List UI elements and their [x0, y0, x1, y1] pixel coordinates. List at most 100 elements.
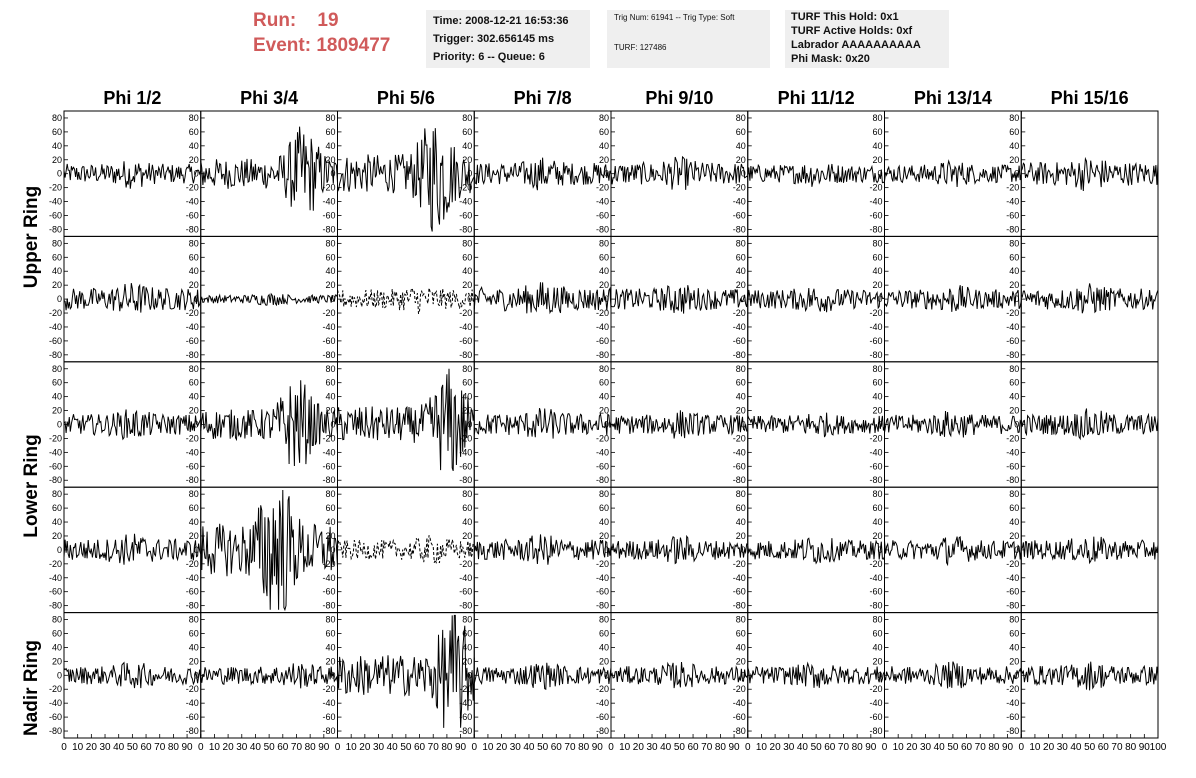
y-tick-label: -60	[322, 211, 335, 221]
y-tick-label: -60	[459, 587, 472, 597]
y-tick-label: -40	[322, 322, 335, 332]
y-tick-label: 40	[462, 642, 472, 652]
y-tick-label: 0	[57, 545, 62, 555]
y-tick-label: -80	[49, 224, 62, 234]
y-tick-label: 60	[736, 252, 746, 262]
y-tick-label: -60	[459, 336, 472, 346]
y-tick-label: 80	[462, 113, 472, 123]
y-tick-label: 40	[736, 392, 746, 402]
waveform-trace	[63, 283, 202, 313]
y-tick-label: 20	[736, 280, 746, 290]
y-tick-label: 80	[325, 238, 335, 248]
y-tick-label: 0	[604, 169, 609, 179]
x-tick-label: 20	[86, 742, 98, 753]
y-tick-label: 0	[1014, 545, 1019, 555]
waveform-trace	[200, 380, 338, 467]
y-tick-label: 60	[872, 127, 882, 137]
y-tick-label: 0	[604, 670, 609, 680]
event-label: Event:	[253, 35, 312, 56]
y-tick-label: 80	[325, 615, 335, 625]
x-tick-label: 30	[1057, 742, 1069, 753]
y-tick-label: 60	[599, 629, 609, 639]
y-tick-label: 80	[599, 615, 609, 625]
y-tick-label: 80	[325, 113, 335, 123]
y-tick-label: 40	[736, 141, 746, 151]
y-tick-label: -60	[733, 587, 746, 597]
y-tick-label: 80	[189, 238, 199, 248]
y-tick-label: 60	[872, 503, 882, 513]
y-tick-label: 80	[189, 615, 199, 625]
x-tick-label: 90	[865, 742, 877, 753]
x-tick-label: 40	[113, 742, 125, 753]
waveform-trace	[747, 287, 885, 313]
y-tick-label: -20	[1006, 308, 1019, 318]
y-tick-label: 20	[462, 155, 472, 165]
y-tick-label: 20	[462, 531, 472, 541]
waveform-trace	[200, 663, 338, 689]
y-tick-label: -20	[596, 559, 609, 569]
waveform-trace	[610, 534, 749, 565]
y-tick-label: -20	[322, 433, 335, 443]
x-tick-label: 0	[745, 742, 751, 753]
x-tick-label: 40	[660, 742, 672, 753]
y-tick-label: -80	[1006, 601, 1019, 611]
y-tick-label: 20	[189, 280, 199, 290]
y-tick-label: -80	[459, 475, 472, 485]
y-tick-label: -20	[186, 433, 199, 443]
y-tick-label: -80	[459, 601, 472, 611]
x-tick-label: 10	[72, 742, 84, 753]
x-tick-label: 90	[729, 742, 741, 753]
y-tick-label: 80	[1009, 615, 1019, 625]
y-tick-label: 80	[52, 615, 62, 625]
y-tick-label: 40	[736, 266, 746, 276]
y-tick-label: 40	[52, 266, 62, 276]
y-tick-label: 40	[52, 642, 62, 652]
y-tick-label: 20	[736, 406, 746, 416]
x-tick-label: 0	[882, 742, 888, 753]
y-tick-label: 80	[325, 364, 335, 374]
y-tick-label: -80	[869, 601, 882, 611]
y-tick-label: -80	[733, 350, 746, 360]
y-tick-label: -20	[869, 433, 882, 443]
y-tick-label: 0	[467, 294, 472, 304]
y-tick-label: 60	[1009, 503, 1019, 513]
y-tick-label: 60	[462, 503, 472, 513]
y-tick-label: -60	[596, 336, 609, 346]
y-tick-label: 40	[462, 517, 472, 527]
y-tick-label: -20	[733, 183, 746, 193]
y-tick-label: -20	[1006, 559, 1019, 569]
y-tick-label: 40	[872, 392, 882, 402]
y-tick-label: -40	[186, 698, 199, 708]
y-tick-label: -80	[596, 224, 609, 234]
waveform-trace	[884, 535, 1022, 567]
x-tick-label: 20	[359, 742, 371, 753]
x-tick-label: 30	[510, 742, 522, 753]
y-tick-label: -60	[733, 336, 746, 346]
y-tick-label: -40	[869, 197, 882, 207]
y-tick-label: -40	[596, 698, 609, 708]
y-tick-label: -60	[596, 211, 609, 221]
y-tick-label: 80	[736, 615, 746, 625]
y-tick-label: -40	[49, 322, 62, 332]
x-tick-label: 60	[1098, 742, 1110, 753]
x-tick-label: 30	[373, 742, 385, 753]
waveform-trace	[884, 285, 1022, 312]
y-tick-label: 40	[325, 392, 335, 402]
y-tick-label: 0	[330, 294, 335, 304]
y-tick-label: 60	[736, 503, 746, 513]
y-tick-label: 0	[741, 169, 746, 179]
y-tick-label: -20	[322, 308, 335, 318]
y-tick-label: 60	[599, 503, 609, 513]
x-tick-label: 40	[797, 742, 809, 753]
x-tick-label: 0	[61, 742, 67, 753]
y-tick-label: -60	[459, 461, 472, 471]
y-tick-label: 60	[599, 252, 609, 262]
y-tick-label: 0	[467, 545, 472, 555]
y-tick-label: -20	[596, 433, 609, 443]
y-tick-label: 0	[877, 420, 882, 430]
y-tick-label: 40	[1009, 141, 1019, 151]
y-tick-label: -60	[869, 587, 882, 597]
run-event-header: Run: 19 Event: 1809477	[253, 8, 390, 58]
y-tick-label: -40	[733, 447, 746, 457]
y-tick-label: 80	[872, 113, 882, 123]
